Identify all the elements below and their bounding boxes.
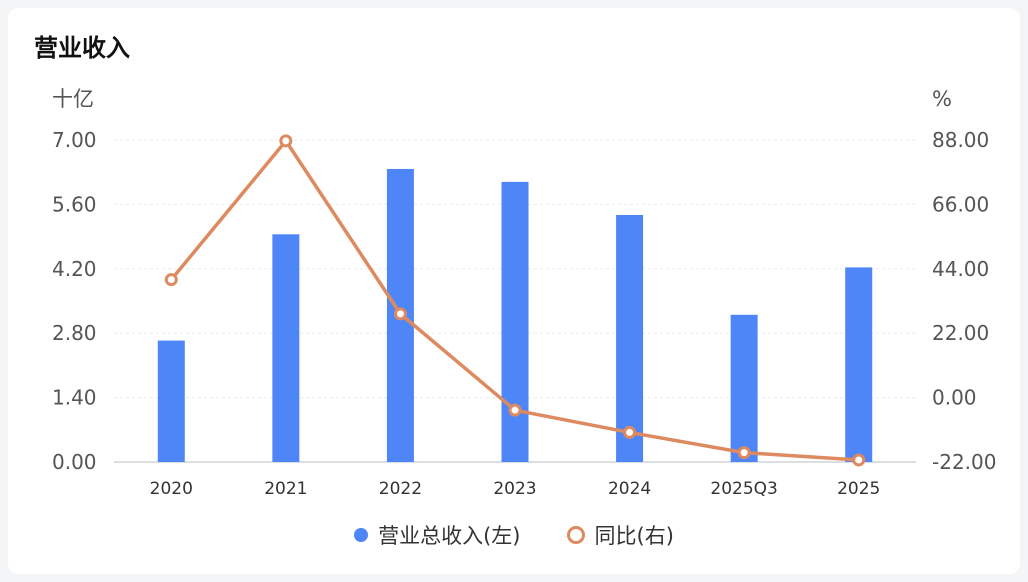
left-tick-label: 4.20 (52, 257, 97, 281)
left-tick-label: 7.00 (52, 128, 97, 152)
legend-item-revenue[interactable]: 营业总收入(左) (354, 520, 521, 550)
bar-2023[interactable] (501, 181, 529, 463)
bar-2025Q3[interactable] (730, 314, 758, 462)
legend-label-yoy: 同比(右) (594, 524, 674, 548)
right-tick-label: 44.00 (932, 257, 989, 281)
yoy-point-2020[interactable] (164, 273, 178, 287)
x-tick-label: 2024 (608, 479, 651, 499)
right-tick-label: 0.00 (932, 386, 977, 410)
left-axis-unit: 十亿 (52, 87, 94, 111)
legend-label-revenue: 营业总收入(左) (378, 524, 521, 548)
yoy-point-2021[interactable] (279, 134, 293, 148)
chart-svg: 十亿 % 0.00 -22.00 1.40 0.00 2.80 22.00 4.20 44.0… (52, 87, 996, 499)
x-tick-label: 2021 (264, 479, 307, 499)
right-tick-label: 22.00 (932, 321, 989, 345)
yoy-point-2023[interactable] (508, 403, 522, 417)
left-tick-label: 5.60 (52, 192, 97, 216)
bar-2021[interactable] (272, 234, 300, 462)
x-tick-label: 2025Q3 (710, 479, 777, 499)
x-tick-label: 2023 (493, 479, 536, 499)
yoy-point-2025[interactable] (852, 453, 866, 467)
bar-2024[interactable] (616, 214, 644, 462)
yoy-point-2022[interactable] (393, 307, 407, 321)
right-tick-label: -22.00 (932, 450, 996, 474)
right-tick-label: 88.00 (932, 128, 989, 152)
legend-dot-icon (354, 528, 369, 542)
left-tick-label: 1.40 (52, 386, 97, 410)
chart-title: 营业收入 (34, 34, 130, 62)
legend-item-yoy[interactable]: 同比(右) (566, 520, 674, 550)
left-tick-label: 0.00 (52, 450, 97, 474)
legend-ring-icon (566, 526, 585, 544)
bar-2020[interactable] (157, 340, 185, 462)
bar-2025[interactable] (845, 267, 873, 462)
yoy-point-2024[interactable] (623, 425, 637, 439)
right-axis-unit: % (932, 87, 952, 111)
x-tick-label: 2020 (150, 479, 193, 499)
x-tick-label: 2022 (379, 479, 422, 499)
left-tick-label: 2.80 (52, 321, 97, 345)
yoy-point-2025Q3[interactable] (737, 446, 751, 460)
x-tick-label: 2025 (837, 479, 880, 499)
chart-legend: 营业总收入(左) 同比(右) (0, 520, 1028, 550)
right-tick-label: 66.00 (932, 192, 989, 216)
